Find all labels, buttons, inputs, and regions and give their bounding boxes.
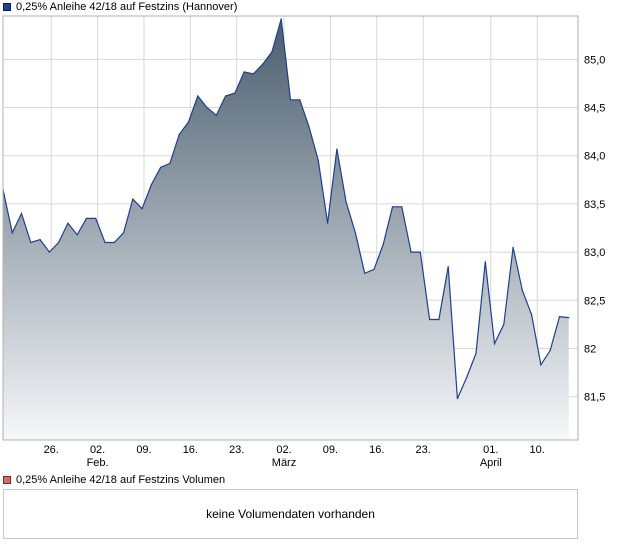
price-line [2,18,569,399]
x-tick-label: 23. [229,444,244,456]
x-month-label: April [480,457,502,469]
x-tick-label: 23. [415,444,430,456]
no-volume-message: keine Volumendaten vorhanden [206,507,375,521]
x-tick-label: 09. [323,444,338,456]
y-tick-label: 83,0 [584,247,605,259]
price-legend-swatch [3,3,11,11]
y-tick-label: 85,0 [584,54,605,66]
x-tick-label: 10. [530,444,545,456]
price-area [3,18,569,441]
x-month-label: Feb. [87,457,109,469]
x-tick-label: 09. [136,444,151,456]
x-month-label: März [272,457,296,469]
price-legend: 0,25% Anleihe 42/18 auf Festzins (Hannov… [3,0,237,14]
plot-border [2,15,579,441]
price-legend-label: 0,25% Anleihe 42/18 auf Festzins (Hannov… [16,1,238,13]
x-tick-label: 01. [483,444,498,456]
volume-legend-swatch [3,476,11,484]
x-tick-label: 16. [183,444,198,456]
y-axis: 81,5 82 82,5 83,0 83,5 84,0 84,5 85,0 [584,54,605,403]
y-tick-label: 83,5 [584,199,605,211]
y-tick-label: 82 [584,343,596,355]
x-tick-label: 16. [369,444,384,456]
x-tick-label: 02. [90,444,105,456]
volume-legend: 0,25% Anleihe 42/18 auf Festzins Volumen [3,473,225,487]
y-tick-label: 84,0 [584,151,605,163]
x-tick-label: 26. [44,444,59,456]
y-tick-label: 84,5 [584,103,605,115]
x-tick-label: 02. [276,444,291,456]
volume-panel: keine Volumendaten vorhanden [3,489,578,539]
y-tick-label: 81,5 [584,392,605,404]
y-tick-label: 82,5 [584,295,605,307]
volume-legend-label: 0,25% Anleihe 42/18 auf Festzins Volumen [16,474,226,486]
